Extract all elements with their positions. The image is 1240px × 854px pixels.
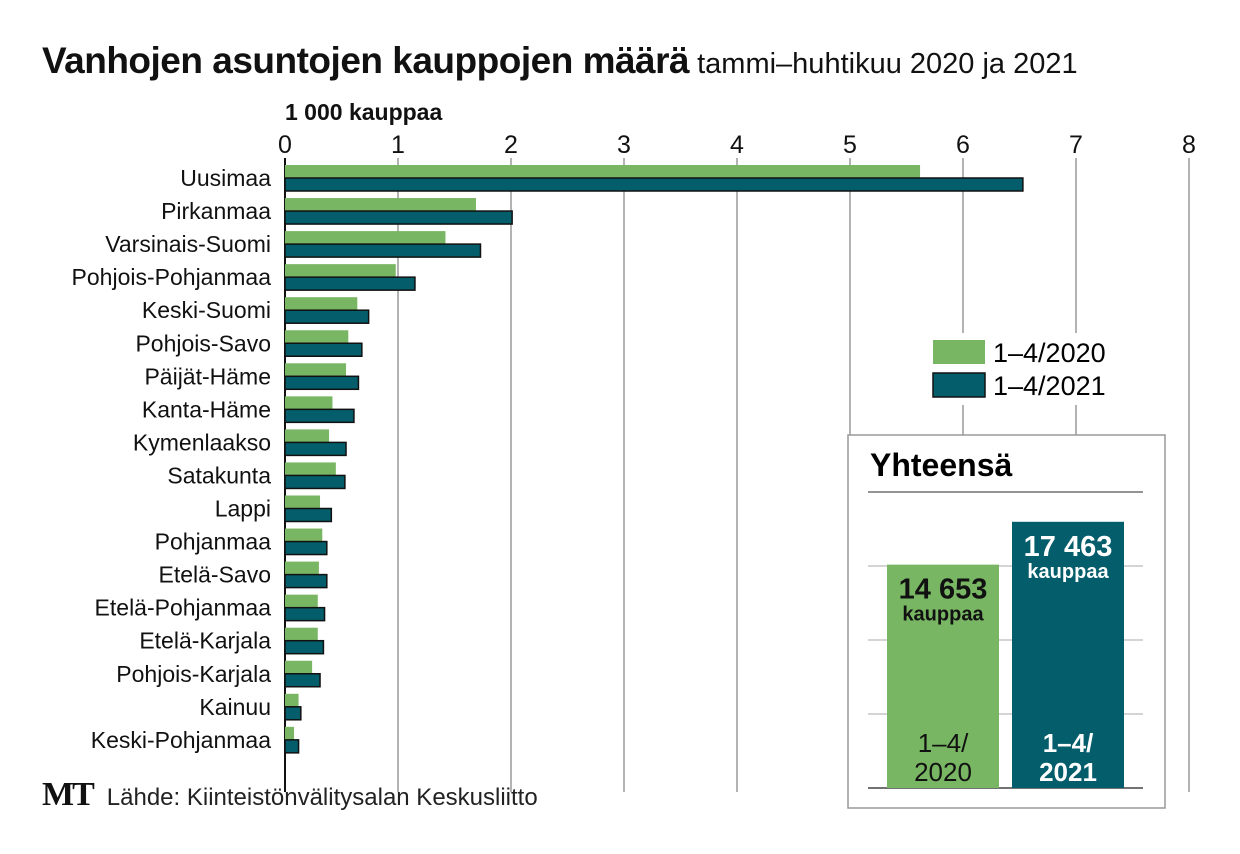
totals-value: 14 653 <box>899 574 988 606</box>
bar-2021 <box>284 474 346 490</box>
bar-2020 <box>285 594 318 608</box>
bar-2021 <box>284 706 302 721</box>
bar-2021 <box>284 606 326 622</box>
bar-2021 <box>284 573 328 589</box>
bar-2021 <box>284 673 321 688</box>
bar-2020 <box>285 561 319 575</box>
bar-2021 <box>284 408 355 424</box>
category-label: Pohjanmaa <box>155 529 272 555</box>
category-label: Pohjois-Savo <box>135 330 271 356</box>
totals-bar-2021 <box>1012 521 1124 788</box>
bar-2020 <box>285 528 323 542</box>
category-label: Kanta-Häme <box>142 396 271 422</box>
bar-2020 <box>285 660 313 674</box>
category-label: Pohjois-Karjala <box>116 661 271 687</box>
category-label: Kymenlaakso <box>133 429 271 455</box>
bar-2020 <box>285 726 295 740</box>
totals-period: 1–4/ <box>1043 728 1094 758</box>
x-tick-label: 8 <box>1182 131 1196 159</box>
category-label: Keski-Suomi <box>142 297 271 323</box>
legend-swatch-2021 <box>932 372 986 398</box>
totals-period-year: 2021 <box>1039 757 1097 787</box>
x-tick-label: 4 <box>730 131 744 159</box>
bar-2020 <box>285 429 330 443</box>
bar-2020 <box>285 396 333 410</box>
title-main: Vanhojen asuntojen kauppojen määrä <box>42 40 690 81</box>
bar-2021 <box>284 276 416 291</box>
x-tick-label: 2 <box>504 131 518 159</box>
category-label: Etelä-Karjala <box>139 628 271 654</box>
category-label: Etelä-Pohjanmaa <box>95 595 272 621</box>
bar-2020 <box>285 363 347 377</box>
x-tick-label: 5 <box>843 131 857 159</box>
x-tick-label: 3 <box>617 131 631 159</box>
bar-2021 <box>284 441 347 457</box>
axis-unit-label: 1 000 kauppaa <box>285 99 443 125</box>
legend-label-2021: 1–4/2021 <box>993 371 1106 401</box>
totals-unit: kauppaa <box>902 604 984 626</box>
mt-logo: MT <box>42 776 95 813</box>
x-tick-label: 0 <box>278 131 292 159</box>
bar-2021 <box>284 243 482 258</box>
category-label: Pirkanmaa <box>161 198 271 224</box>
bar-2020 <box>285 462 336 476</box>
source-text: Lähde: Kiinteistönvälitysalan Keskusliit… <box>106 784 538 811</box>
totals-period-year: 2020 <box>914 757 972 787</box>
bar-2021 <box>284 540 328 556</box>
bar-2020 <box>285 495 321 509</box>
chart-title: Vanhojen asuntojen kauppojen määrä tammi–… <box>42 40 1078 82</box>
totals-value: 17 463 <box>1024 531 1113 563</box>
category-label: Varsinais-Suomi <box>105 231 271 257</box>
bar-2021 <box>284 507 333 523</box>
category-label: Kainuu <box>199 694 271 720</box>
bar-2021 <box>284 210 513 225</box>
bar-2020 <box>285 693 299 707</box>
source-line: MT Lähde: Kiinteistönvälitysalan Keskusli… <box>42 776 538 814</box>
bar-2020 <box>285 165 921 178</box>
category-label: Päijät-Häme <box>144 363 271 389</box>
category-label: Lappi <box>215 496 271 522</box>
totals-title: Yhteensä <box>870 447 1012 483</box>
bar-2021 <box>284 739 300 754</box>
legend-swatch-2020 <box>933 340 985 364</box>
bar-2020 <box>285 264 396 278</box>
bar-2020 <box>285 231 446 245</box>
x-tick-label: 7 <box>1069 131 1083 159</box>
bar-2020 <box>285 198 476 212</box>
bar-2021 <box>284 309 370 324</box>
category-label: Satakunta <box>167 462 271 488</box>
totals-unit: kauppaa <box>1027 561 1109 583</box>
title-sub: tammi–huhtikuu 2020 ja 2021 <box>697 48 1078 80</box>
bar-2021 <box>284 639 325 655</box>
category-label: Keski-Pohjanmaa <box>91 727 271 753</box>
category-label: Pohjois-Pohjanmaa <box>72 264 272 290</box>
category-label: Uusimaa <box>180 165 271 191</box>
legend-label-2020: 1–4/2020 <box>993 338 1106 368</box>
bar-2021 <box>284 177 1024 192</box>
bar-2020 <box>285 330 349 344</box>
totals-bar-2020 <box>887 564 999 788</box>
category-label: Etelä-Savo <box>158 562 271 588</box>
bar-2020 <box>285 627 318 641</box>
x-tick-label: 6 <box>956 131 970 159</box>
totals-period: 1–4/ <box>918 728 969 758</box>
bar-2021 <box>284 375 360 391</box>
bar-2021 <box>284 342 363 357</box>
x-tick-label: 1 <box>391 131 405 159</box>
bar-2020 <box>285 297 358 311</box>
